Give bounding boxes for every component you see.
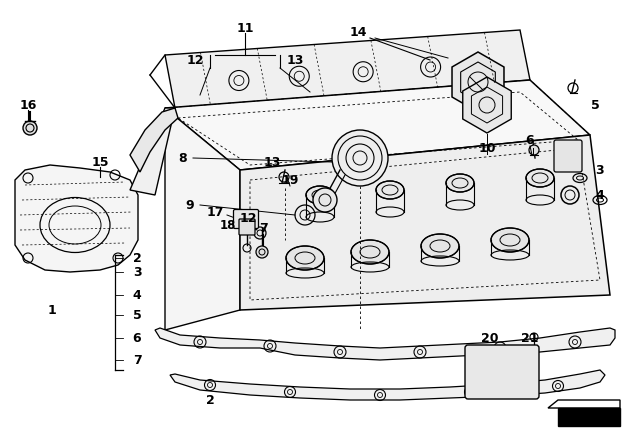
Circle shape [529, 145, 539, 155]
Ellipse shape [351, 240, 389, 264]
Text: 13: 13 [263, 155, 281, 168]
Text: 9: 9 [186, 198, 195, 211]
Ellipse shape [446, 174, 474, 192]
Text: 16: 16 [19, 99, 36, 112]
Text: 17: 17 [206, 206, 224, 219]
FancyBboxPatch shape [465, 345, 539, 399]
Text: 15: 15 [92, 155, 109, 168]
Text: 11: 11 [236, 22, 253, 34]
Text: 5: 5 [591, 99, 600, 112]
Polygon shape [130, 108, 175, 195]
Text: 4: 4 [132, 289, 141, 302]
Text: 13: 13 [286, 53, 304, 66]
Text: 2: 2 [205, 393, 214, 406]
Text: 12: 12 [186, 53, 204, 66]
Text: 8: 8 [179, 151, 188, 164]
Circle shape [332, 130, 388, 186]
Polygon shape [240, 135, 610, 310]
Circle shape [313, 188, 337, 212]
Ellipse shape [306, 186, 334, 204]
Text: 1: 1 [47, 303, 56, 316]
Text: 5: 5 [132, 309, 141, 322]
Text: 19: 19 [282, 173, 299, 186]
Text: 12: 12 [239, 211, 257, 224]
Text: 4: 4 [596, 189, 604, 202]
Bar [558, 408, 620, 426]
Text: 21: 21 [521, 332, 539, 345]
Text: 10: 10 [478, 142, 496, 155]
Text: 00141784: 00141784 [559, 418, 602, 426]
Ellipse shape [286, 246, 324, 270]
Text: 2: 2 [132, 251, 141, 264]
FancyBboxPatch shape [554, 140, 582, 172]
Text: 6: 6 [525, 134, 534, 146]
Polygon shape [130, 108, 178, 172]
Ellipse shape [526, 169, 554, 187]
Text: 20: 20 [481, 332, 499, 345]
Text: 3: 3 [132, 266, 141, 279]
Circle shape [23, 121, 37, 135]
Text: 7: 7 [259, 221, 268, 234]
Circle shape [256, 246, 268, 258]
Text: 18: 18 [220, 219, 236, 232]
Text: 3: 3 [596, 164, 604, 177]
Polygon shape [155, 328, 615, 360]
FancyBboxPatch shape [239, 219, 255, 235]
Circle shape [566, 153, 570, 157]
Ellipse shape [491, 228, 529, 252]
Polygon shape [165, 30, 530, 108]
Polygon shape [165, 108, 240, 330]
Text: 7: 7 [132, 353, 141, 366]
Text: 14: 14 [349, 26, 367, 39]
Text: 6: 6 [132, 332, 141, 345]
Polygon shape [463, 77, 511, 133]
FancyBboxPatch shape [234, 210, 259, 228]
Polygon shape [170, 370, 605, 400]
Ellipse shape [376, 181, 404, 199]
Polygon shape [15, 165, 138, 272]
Ellipse shape [421, 234, 459, 258]
Polygon shape [165, 80, 590, 170]
Polygon shape [452, 52, 504, 112]
